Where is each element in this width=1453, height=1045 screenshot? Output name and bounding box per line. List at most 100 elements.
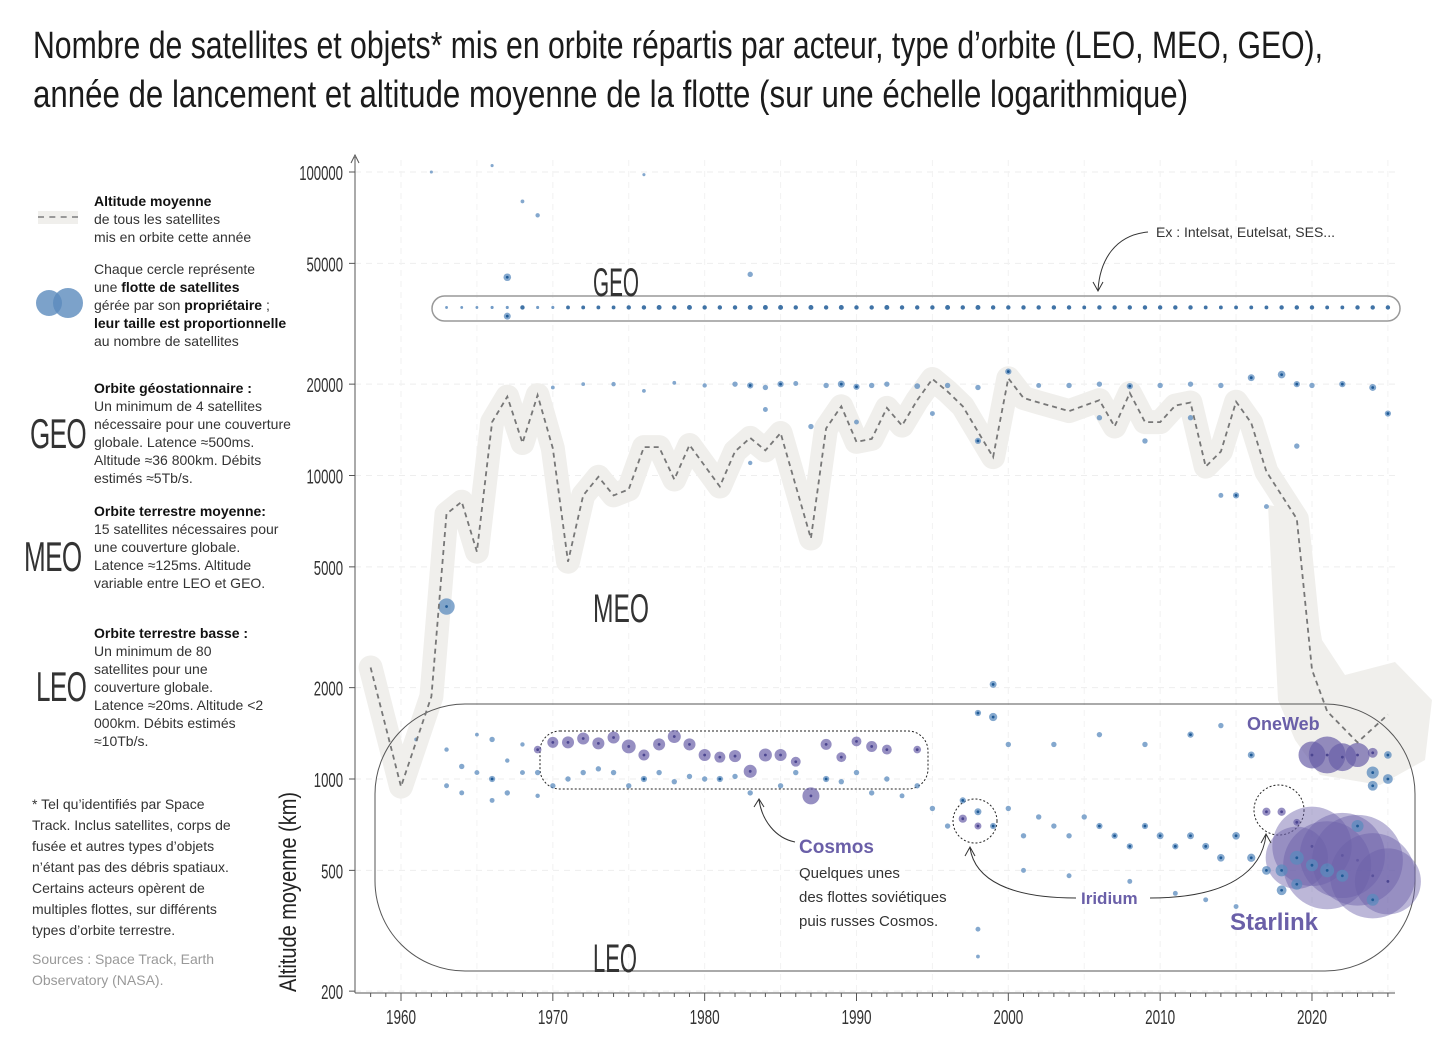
geo-fleet-circle <box>1279 305 1284 310</box>
geo-fleet-circle <box>1188 305 1193 310</box>
fleet-circle <box>1263 504 1269 510</box>
fleet-circle <box>1051 741 1057 748</box>
fleet-circle-core <box>839 755 843 759</box>
fleet-circle-core <box>1265 810 1268 814</box>
fleet-circle-core <box>581 737 585 740</box>
fleet-circle-core <box>748 769 752 773</box>
fleet-circle-core <box>551 741 555 744</box>
geo-fleet-circle <box>747 304 753 310</box>
fleet-circle-core <box>1340 755 1344 759</box>
legend-avg-swatch <box>38 211 78 224</box>
fleet-circle <box>1127 878 1133 884</box>
y-axis-title: Altitude moyenne (km) <box>275 792 302 992</box>
iridium-highlight-1 <box>952 798 998 844</box>
geo-fleet-circle <box>551 305 555 310</box>
fleet-circle <box>899 793 905 799</box>
fleet-circle <box>1005 805 1012 812</box>
orbit-text-meo: 15 satellites nécessaires pour une couve… <box>94 521 279 591</box>
fleet-circle-core <box>1265 868 1268 872</box>
fleet-circle <box>823 382 829 389</box>
fleet-circle <box>534 769 541 776</box>
fleet-circle <box>1203 897 1209 903</box>
y-tick-label: 50000 <box>307 254 344 276</box>
fleet-circle-core <box>1371 784 1375 788</box>
fleet-circle-core <box>1128 844 1132 848</box>
geo-fleet-circle <box>475 306 479 309</box>
fleet-circle <box>626 783 632 789</box>
fleet-circle <box>459 763 465 770</box>
fleet-circle-core <box>1356 824 1359 828</box>
fleet-circle-core <box>1371 771 1375 774</box>
fleet-circle <box>884 381 890 387</box>
fleet-circle-core <box>718 755 722 759</box>
fleet-circle <box>505 758 510 763</box>
fleet-circle-core <box>1189 834 1192 838</box>
fleet-circle-core <box>1249 856 1253 860</box>
geo-fleet-circle <box>520 305 525 310</box>
fleet-circle-core <box>1310 844 1314 848</box>
orbit-title-leo: Orbite terrestre basse : <box>94 625 249 641</box>
fleet-circle <box>490 164 494 168</box>
legend-circle-l3a: gérée par son <box>94 297 185 313</box>
cosmos-text-l2: des flottes soviétiques <box>799 889 947 906</box>
fleet-circle-core <box>1310 753 1314 757</box>
fleet-circle-core <box>1280 373 1284 377</box>
cosmos-text-l3: puis russes Cosmos. <box>799 913 938 930</box>
fleet-circle <box>944 823 951 829</box>
orbit-text-leo: Un minimum de 80 satellites pour une cou… <box>94 643 264 749</box>
fleet-circle <box>1066 833 1072 839</box>
geo-fleet-circle <box>1036 305 1041 310</box>
fleet-circle-core <box>1310 863 1314 867</box>
axes: 200 500 1000 2000 5000 10000 20000 50000 100000 1… <box>299 153 1395 1029</box>
x-tick-label: 1990 <box>841 1007 871 1029</box>
fleet-circle <box>580 769 586 776</box>
fleet-circle-core <box>824 777 828 781</box>
legend-circle-l3b: propriétaire <box>184 297 263 313</box>
geo-fleet-circle <box>884 304 890 310</box>
fleet-circle-core <box>657 743 661 746</box>
fleet-circle <box>671 778 677 785</box>
fleet-circle <box>444 747 449 752</box>
fleet-circle <box>808 423 814 430</box>
fleet-circle-core <box>1295 856 1299 860</box>
geo-fleet-circle <box>1203 305 1208 310</box>
fleet-circle-core <box>1098 824 1101 828</box>
fleet-circle-core <box>991 715 995 719</box>
fleet-circle-core <box>627 745 631 748</box>
chart-title-line1: Nombre de satellites et objets* mis en o… <box>33 25 1323 67</box>
legend-circle-l5: au nombre de satellites <box>94 333 239 349</box>
fleet-circle-core <box>612 736 615 739</box>
fleet-circle-core <box>1340 874 1344 878</box>
fleet-circle <box>838 778 845 785</box>
geo-fleet-circle <box>990 305 996 310</box>
orbit-title-geo: Orbite géostationnaire : <box>94 380 252 396</box>
geo-fleet-circle <box>1340 305 1345 310</box>
fleet-circle <box>793 769 799 776</box>
cosmos-label: Cosmos <box>799 837 874 858</box>
fleet-circle <box>914 783 920 789</box>
fleet-circle-core <box>1386 753 1390 757</box>
fleet-circle <box>611 381 616 387</box>
fleet-circle-core <box>1006 370 1010 373</box>
geo-fleet-circle <box>762 304 768 310</box>
x-tick-label: 2000 <box>993 1007 1023 1029</box>
fleet-circle-core <box>1340 382 1344 386</box>
fleet-circle <box>853 769 860 776</box>
fleet-circle-core <box>1113 834 1117 838</box>
fleet-circle-core <box>1189 733 1192 737</box>
fleet-circle-core <box>976 810 980 814</box>
fleet-circle-core <box>1371 898 1375 902</box>
cosmos-text-l1: Quelques unes <box>799 865 900 882</box>
geo-fleet-circle <box>536 305 540 310</box>
fleet-circle <box>777 783 784 789</box>
fleet-circle-core <box>794 760 798 764</box>
geo-fleet-circle <box>1051 305 1057 310</box>
fleet-circle-core <box>1204 844 1208 848</box>
fleet-circle <box>868 382 875 389</box>
fleet-circle-core <box>885 748 889 751</box>
fleet-circle-core <box>809 794 813 798</box>
geo-fleet-circle <box>656 304 662 310</box>
geo-example-annotation: Ex : Intelsat, Eutelsat, SES... <box>1156 224 1335 240</box>
geo-fleet-circle <box>1309 305 1315 310</box>
fleet-circle <box>1172 890 1178 896</box>
